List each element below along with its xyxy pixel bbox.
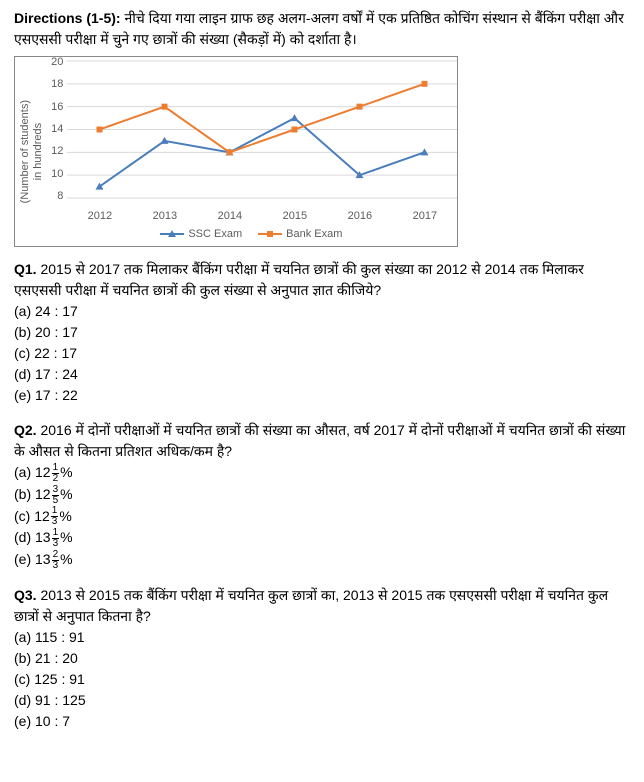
question-text: 2016 में दोनों परीक्षाओं में चयनित छात्र… bbox=[14, 422, 625, 459]
option: (a) 115 : 91 bbox=[14, 627, 630, 648]
line-chart: (Number of students) in hundreds 20 18 16 1… bbox=[14, 56, 458, 247]
question-text: 2015 से 2017 तक मिलाकर बैंकिंग परीक्षा म… bbox=[14, 261, 584, 298]
option: (c) 1213% bbox=[14, 506, 630, 528]
option: (e) 1323% bbox=[14, 549, 630, 571]
ylabel-line1: (Number of students) bbox=[19, 100, 31, 203]
option: (e) 10 : 7 bbox=[14, 711, 630, 732]
ylabel-line2: in hundreds bbox=[32, 123, 44, 181]
option: (a) 1212% bbox=[14, 462, 630, 484]
xtick-label: 2016 bbox=[327, 210, 392, 222]
ytick-label: 18 bbox=[45, 79, 63, 90]
chart-yticks: 20 18 16 14 12 10 8 bbox=[45, 57, 67, 202]
question-block: Q2. 2016 में दोनों परीक्षाओं में चयनित छ… bbox=[14, 420, 630, 571]
xtick-label: 2015 bbox=[262, 210, 327, 222]
chart-ylabel: (Number of students) in hundreds bbox=[19, 57, 45, 246]
ytick-label: 12 bbox=[45, 146, 63, 157]
ytick-label: 16 bbox=[45, 102, 63, 113]
option: (b) 20 : 17 bbox=[14, 322, 630, 343]
option: (b) 21 : 20 bbox=[14, 648, 630, 669]
chart-legend: SSC Exam Bank Exam bbox=[45, 222, 457, 246]
legend-label: SSC Exam bbox=[188, 228, 242, 240]
question-block: Q1. 2015 से 2017 तक मिलाकर बैंकिंग परीक्… bbox=[14, 259, 630, 406]
question-text: 2013 से 2015 तक बैंकिंग परीक्षा में चयनि… bbox=[14, 587, 608, 624]
question-block: Q3. 2013 से 2015 तक बैंकिंग परीक्षा में … bbox=[14, 585, 630, 732]
legend-item: SSC Exam bbox=[160, 228, 242, 240]
option: (c) 125 : 91 bbox=[14, 669, 630, 690]
chart-plot-area bbox=[67, 57, 457, 210]
ytick-label: 10 bbox=[45, 169, 63, 180]
questions-list: Q1. 2015 से 2017 तक मिलाकर बैंकिंग परीक्… bbox=[14, 259, 630, 732]
ytick-label: 8 bbox=[45, 191, 63, 202]
legend-label: Bank Exam bbox=[286, 228, 342, 240]
option: (d) 17 : 24 bbox=[14, 364, 630, 385]
option: (c) 22 : 17 bbox=[14, 343, 630, 364]
question-label: Q3. bbox=[14, 587, 40, 603]
option: (b) 1235% bbox=[14, 484, 630, 506]
option: (d) 91 : 125 bbox=[14, 690, 630, 711]
directions-label: Directions (1-5): bbox=[14, 10, 121, 26]
chart-xticks: 201220132014201520162017 bbox=[67, 210, 457, 222]
legend-item: Bank Exam bbox=[258, 228, 342, 240]
xtick-label: 2017 bbox=[392, 210, 457, 222]
option: (a) 24 : 17 bbox=[14, 301, 630, 322]
option: (d) 1313% bbox=[14, 527, 630, 549]
option-list: (a) 1212%(b) 1235%(c) 1213%(d) 1313%(e) … bbox=[14, 462, 630, 571]
directions-block: Directions (1-5): नीचे दिया गया लाइन ग्र… bbox=[14, 8, 630, 50]
ytick-label: 14 bbox=[45, 124, 63, 135]
ytick-label: 20 bbox=[45, 57, 63, 68]
question-label: Q1. bbox=[14, 261, 40, 277]
option-list: (a) 24 : 17(b) 20 : 17(c) 22 : 17(d) 17 … bbox=[14, 301, 630, 406]
xtick-label: 2012 bbox=[67, 210, 132, 222]
question-label: Q2. bbox=[14, 422, 40, 438]
option-list: (a) 115 : 91(b) 21 : 20(c) 125 : 91(d) 9… bbox=[14, 627, 630, 732]
xtick-label: 2014 bbox=[197, 210, 262, 222]
xtick-label: 2013 bbox=[132, 210, 197, 222]
option: (e) 17 : 22 bbox=[14, 385, 630, 406]
